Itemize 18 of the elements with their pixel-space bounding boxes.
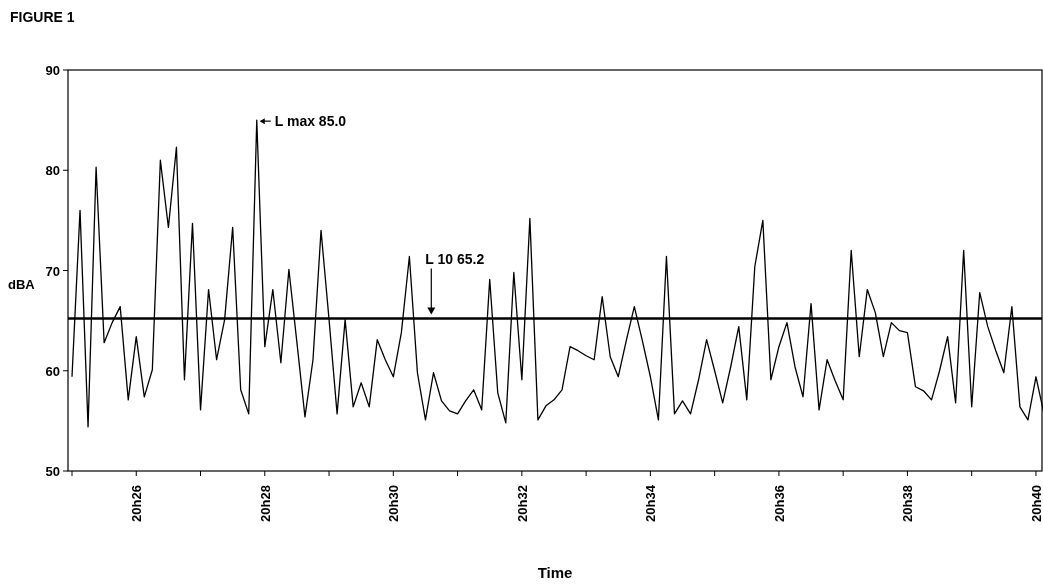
y-tick-label: 60 xyxy=(45,363,60,379)
y-tick-label: 50 xyxy=(45,464,60,479)
y-tick-label: 90 xyxy=(45,63,60,78)
y-tick-label: 80 xyxy=(45,163,60,179)
x-tick-label: 20h32 xyxy=(514,485,530,522)
y-axis-title: dBA xyxy=(8,276,36,292)
x-tick-label: 20h36 xyxy=(771,485,787,522)
x-tick-label: 20h30 xyxy=(386,485,402,522)
annotation: L 10 65.2 xyxy=(425,250,485,267)
annotation: L max 85.0 xyxy=(274,113,347,130)
x-tick-label: 20h40 xyxy=(1028,485,1043,522)
x-tick-label: 20h26 xyxy=(129,485,145,522)
x-tick-label: 20h38 xyxy=(900,485,916,522)
x-axis-title: Time xyxy=(537,564,573,581)
chart-title: FIGURE 1 xyxy=(10,9,75,25)
x-tick-label: 20h28 xyxy=(257,485,273,522)
y-tick-label: 70 xyxy=(45,263,60,279)
x-tick-label: 20h34 xyxy=(643,484,659,522)
